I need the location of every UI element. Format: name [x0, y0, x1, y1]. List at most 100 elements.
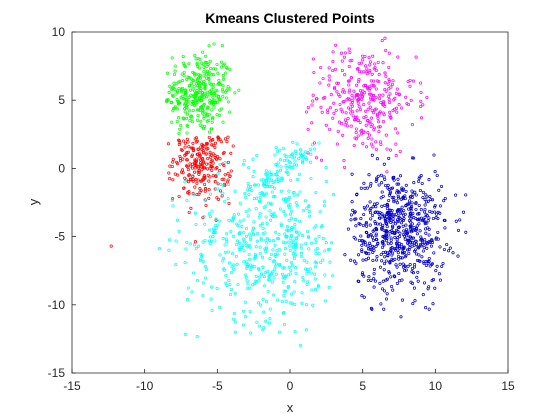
data-point — [388, 92, 392, 96]
data-point — [254, 207, 258, 211]
data-point — [400, 205, 404, 209]
data-point — [390, 253, 394, 257]
data-point — [218, 189, 223, 193]
data-point — [395, 281, 399, 285]
y-tick-label: 5 — [58, 93, 65, 107]
data-point — [226, 197, 230, 201]
data-point — [350, 94, 354, 98]
data-point — [319, 260, 323, 264]
data-point — [442, 247, 446, 252]
data-point — [316, 285, 320, 289]
data-point — [219, 140, 223, 144]
data-point — [285, 225, 290, 229]
data-point — [230, 252, 235, 256]
data-point — [421, 190, 425, 194]
data-point — [398, 231, 402, 235]
data-point — [171, 204, 175, 208]
data-point — [317, 252, 321, 256]
data-point — [352, 259, 356, 263]
data-point — [217, 79, 221, 83]
data-point — [193, 159, 197, 163]
data-point — [218, 108, 222, 112]
data-point — [265, 246, 269, 250]
data-point — [352, 235, 356, 239]
data-point — [333, 87, 337, 91]
data-point — [378, 93, 382, 97]
data-point — [427, 307, 431, 311]
data-point — [195, 139, 199, 143]
data-point — [195, 157, 199, 161]
data-point — [328, 106, 332, 110]
data-point — [408, 213, 412, 217]
data-point — [370, 108, 374, 112]
data-point — [182, 117, 186, 121]
data-point — [261, 221, 265, 226]
data-point — [366, 107, 370, 111]
data-point — [420, 237, 424, 241]
data-point — [409, 241, 413, 245]
data-point — [179, 95, 183, 99]
data-point — [199, 105, 204, 109]
data-point — [196, 165, 200, 169]
data-point — [346, 79, 350, 83]
data-point — [377, 79, 381, 84]
data-point — [359, 234, 363, 238]
data-point — [399, 315, 403, 319]
data-point — [342, 55, 346, 59]
data-point — [180, 90, 184, 94]
data-point — [200, 147, 204, 152]
data-point — [205, 147, 209, 151]
data-point — [389, 248, 393, 252]
data-point — [386, 216, 391, 220]
data-point — [389, 241, 393, 245]
data-point — [184, 152, 188, 156]
data-point — [294, 266, 298, 270]
data-point — [372, 285, 376, 289]
data-point — [440, 264, 444, 268]
data-point — [365, 67, 369, 71]
data-point — [216, 154, 220, 159]
data-point — [258, 245, 262, 249]
data-point — [327, 83, 331, 87]
data-point — [292, 191, 296, 195]
data-point — [171, 160, 175, 164]
data-point — [401, 251, 405, 255]
data-point — [200, 96, 204, 100]
data-point — [372, 272, 376, 276]
data-point — [438, 204, 443, 208]
data-point — [221, 74, 225, 78]
data-point — [438, 245, 442, 249]
data-point — [196, 108, 200, 112]
data-point — [209, 297, 213, 301]
data-point — [385, 207, 389, 211]
data-point — [253, 265, 257, 269]
data-point — [212, 105, 216, 109]
data-point — [259, 238, 263, 242]
data-point — [215, 181, 219, 185]
data-point — [165, 98, 169, 102]
data-point — [273, 243, 277, 247]
data-point — [170, 100, 174, 104]
data-point — [259, 236, 263, 240]
data-point — [369, 96, 373, 100]
data-point — [331, 60, 335, 64]
data-point — [251, 157, 255, 161]
data-point — [384, 297, 389, 301]
data-point — [207, 212, 211, 216]
data-point — [261, 191, 265, 196]
data-point — [261, 297, 265, 301]
data-point — [232, 215, 236, 219]
data-point — [277, 330, 281, 334]
data-point — [279, 223, 284, 228]
data-point — [357, 279, 361, 283]
data-point — [248, 245, 252, 249]
data-point — [261, 265, 265, 269]
data-point — [418, 229, 422, 233]
data-point — [379, 302, 383, 306]
data-point — [366, 256, 371, 260]
data-point — [266, 201, 270, 205]
data-point — [280, 272, 285, 276]
data-point — [197, 152, 201, 156]
data-point — [293, 226, 297, 230]
data-point — [328, 78, 332, 82]
